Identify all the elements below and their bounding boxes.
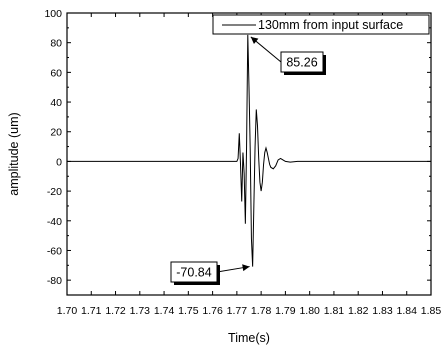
annotation-max-label: 85.26 — [286, 56, 317, 70]
y-tick-label: -40 — [47, 216, 62, 228]
x-tick-label: 1.74 — [154, 305, 175, 317]
annotation-max: 85.26 — [250, 36, 326, 75]
legend-label: 130mm from input surface — [258, 18, 403, 32]
x-tick-label: 1.73 — [130, 305, 151, 317]
x-tick-label: 1.81 — [324, 305, 345, 317]
annotation-max-arrowhead — [250, 36, 259, 45]
y-tick-label: 0 — [56, 156, 62, 168]
x-tick-label: 1.80 — [299, 305, 320, 317]
x-tick-label: 1.76 — [202, 305, 223, 317]
annotation-min-label: -70.84 — [176, 266, 211, 280]
y-tick-label: 40 — [50, 97, 62, 109]
annotation-min-arrowhead — [242, 264, 250, 272]
x-tick-label: 1.82 — [348, 305, 369, 317]
x-tick-label: 1.78 — [251, 305, 272, 317]
legend-box — [212, 14, 430, 35]
y-tick-label: -60 — [47, 245, 62, 257]
x-tick-label: 1.83 — [372, 305, 393, 317]
y-tick-label: -80 — [47, 275, 62, 287]
y-tick-label: -20 — [47, 186, 62, 198]
y-axis-title: amplitude (um) — [7, 112, 21, 195]
x-tick-label: 1.77 — [227, 305, 248, 317]
x-tick-label: 1.85 — [421, 305, 441, 317]
x-axis-title: Time(s) — [228, 331, 270, 345]
x-tick-label: 1.71 — [81, 305, 102, 317]
y-tick-label: 80 — [50, 38, 62, 50]
x-tick-label: 1.72 — [105, 305, 126, 317]
y-tick-label: 100 — [44, 8, 62, 20]
legend: 130mm from input surface — [212, 14, 430, 35]
y-tick-label: 60 — [50, 67, 62, 79]
x-tick-label: 1.75 — [178, 305, 199, 317]
annotation-min: -70.84 — [170, 261, 250, 285]
series-line-130mm — [67, 34, 431, 267]
y-axis-ticks: 100 80 60 40 20 0 -20 -40 -60 -80 — [44, 8, 431, 296]
y-tick-label: 20 — [50, 127, 62, 139]
plot-area-frame — [66, 12, 432, 296]
x-axis-ticks: 1.70 1.71 1.72 1.73 1.74 1.75 1.76 1.77 1.78 1.79… — [57, 13, 441, 317]
x-tick-label: 1.84 — [397, 305, 418, 317]
x-tick-label: 1.70 — [57, 305, 78, 317]
x-tick-label: 1.79 — [275, 305, 296, 317]
